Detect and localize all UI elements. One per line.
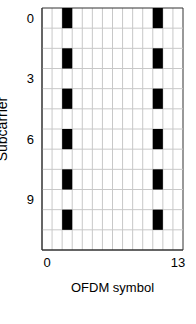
svg-text:3: 3	[27, 71, 34, 86]
svg-text:9: 9	[27, 192, 34, 207]
svg-text:OFDM symbol: OFDM symbol	[71, 280, 154, 295]
svg-text:0: 0	[27, 11, 34, 26]
svg-text:13: 13	[171, 255, 185, 270]
svg-text:0: 0	[43, 255, 50, 270]
svg-text:Subcarrier: Subcarrier	[8, 96, 10, 161]
svg-text:6: 6	[27, 132, 34, 147]
